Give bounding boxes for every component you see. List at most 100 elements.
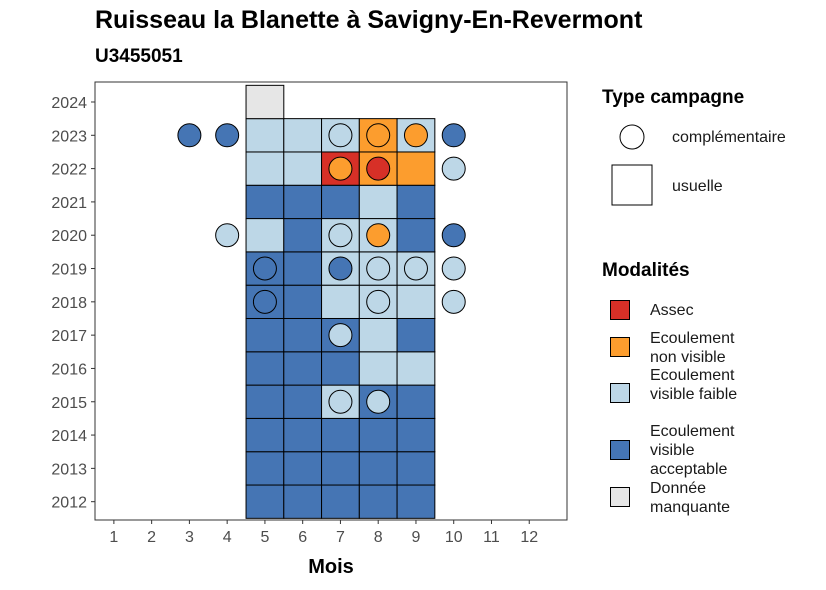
legend-label-non-visible: Ecoulement non visible <box>650 330 735 366</box>
tile-2020-6 <box>283 218 323 253</box>
legend-label-faible: Ecoulement visible faible <box>650 367 738 403</box>
y-tick-label-2021: 2021 <box>51 195 87 212</box>
tile-2013-6 <box>283 451 323 486</box>
tile-2012-6 <box>283 484 323 519</box>
tile-2018-7 <box>321 284 360 319</box>
point-2023-10 <box>441 123 466 148</box>
tile-2012-9 <box>396 484 436 519</box>
tile-2014-8 <box>358 417 398 453</box>
point-2022-10 <box>441 156 466 181</box>
tile-2022-6 <box>283 151 323 186</box>
x-tick-label-11: 11 <box>483 529 500 546</box>
point-2019-5 <box>252 256 277 281</box>
point-2023-3 <box>177 123 202 148</box>
legend-type-label-complementaire: complémentaire <box>672 129 786 146</box>
point-2015-7 <box>328 389 353 414</box>
tile-2018-6 <box>283 284 323 319</box>
tile-2022-5 <box>245 151 285 186</box>
x-tick-label-6: 6 <box>298 529 307 546</box>
y-tick-label-2024: 2024 <box>51 95 87 112</box>
tile-2017-8 <box>358 317 398 353</box>
tile-2013-5 <box>245 451 285 486</box>
point-2018-8 <box>366 289 391 314</box>
y-tick-label-2017: 2017 <box>51 328 87 345</box>
tile-2013-7 <box>321 451 360 486</box>
tile-2019-6 <box>283 251 323 286</box>
legend-label-assec: Assec <box>650 302 694 319</box>
x-tick-label-4: 4 <box>223 529 232 546</box>
tile-2021-7 <box>321 184 360 220</box>
x-tick-label-1: 1 <box>109 529 118 546</box>
point-2018-10 <box>441 289 466 314</box>
tile-2023-6 <box>283 118 323 153</box>
point-2019-8 <box>366 256 391 281</box>
tile-2012-7 <box>321 484 360 519</box>
tile-2023-5 <box>245 118 285 153</box>
tile-2013-8 <box>358 451 398 486</box>
legend-type-title: Type campagne <box>602 87 745 108</box>
legend-swatch-manquante <box>610 487 630 507</box>
tile-2022-9 <box>396 151 436 186</box>
legend-modalites-title: Modalités <box>602 260 690 281</box>
tile-2015-5 <box>245 384 285 419</box>
y-tick-label-2012: 2012 <box>51 495 87 512</box>
legend-swatch-assec <box>610 300 630 320</box>
point-2017-7 <box>328 323 353 348</box>
y-tick-label-2016: 2016 <box>51 361 87 378</box>
tile-2021-9 <box>396 184 436 220</box>
tile-2016-8 <box>358 351 398 386</box>
tile-2021-5 <box>245 184 285 220</box>
tile-2020-9 <box>396 218 436 253</box>
tile-2015-6 <box>283 384 323 419</box>
chart-subtitle: U3455051 <box>95 46 183 67</box>
legend-label-acceptable: Ecoulement visible acceptable <box>650 423 735 478</box>
tile-2012-5 <box>245 484 285 519</box>
point-2022-7 <box>328 156 353 181</box>
tile-2021-8 <box>358 184 398 220</box>
x-tick-label-5: 5 <box>260 529 269 546</box>
point-2020-8 <box>366 223 391 248</box>
y-tick-label-2022: 2022 <box>51 162 87 179</box>
legend-swatch-acceptable <box>610 440 630 460</box>
x-tick-label-9: 9 <box>412 529 421 546</box>
y-tick-label-2018: 2018 <box>51 295 87 312</box>
tile-2013-9 <box>396 451 436 486</box>
tile-2016-6 <box>283 351 323 386</box>
tile-2016-7 <box>321 351 360 386</box>
tile-2016-9 <box>396 351 436 386</box>
point-2020-10 <box>441 223 466 248</box>
point-2019-9 <box>403 256 428 281</box>
tile-2018-9 <box>396 284 436 319</box>
legend-square-key <box>611 164 653 206</box>
tile-2020-5 <box>245 218 285 253</box>
tile-2017-9 <box>396 317 436 353</box>
y-tick-label-2020: 2020 <box>51 228 87 245</box>
point-2022-8 <box>366 156 391 181</box>
point-2019-10 <box>441 256 466 281</box>
tile-2017-5 <box>245 317 285 353</box>
point-2023-8 <box>366 123 391 148</box>
legend-swatch-non-visible <box>610 337 630 357</box>
legend-type-keys <box>611 124 653 206</box>
y-tick-label-2015: 2015 <box>51 395 87 412</box>
tile-2012-8 <box>358 484 398 519</box>
tile-2014-6 <box>283 417 323 453</box>
point-2018-5 <box>252 289 277 314</box>
y-tick-label-2014: 2014 <box>51 428 87 445</box>
y-tick-label-2013: 2013 <box>51 461 87 478</box>
tile-2017-6 <box>283 317 323 353</box>
legend-circle-key <box>619 124 645 150</box>
tile-2014-9 <box>396 417 436 453</box>
x-tick-label-10: 10 <box>445 529 463 546</box>
point-2023-9 <box>403 123 428 148</box>
point-2023-4 <box>215 123 240 148</box>
x-tick-label-7: 7 <box>336 529 345 546</box>
legend-label-manquante: Donnée manquante <box>650 480 731 516</box>
tile-2014-7 <box>321 417 360 453</box>
point-2020-7 <box>328 223 353 248</box>
x-axis-title: Mois <box>308 556 354 578</box>
tile-2016-5 <box>245 351 285 386</box>
tile-2014-5 <box>245 417 285 453</box>
x-tick-label-3: 3 <box>185 529 194 546</box>
